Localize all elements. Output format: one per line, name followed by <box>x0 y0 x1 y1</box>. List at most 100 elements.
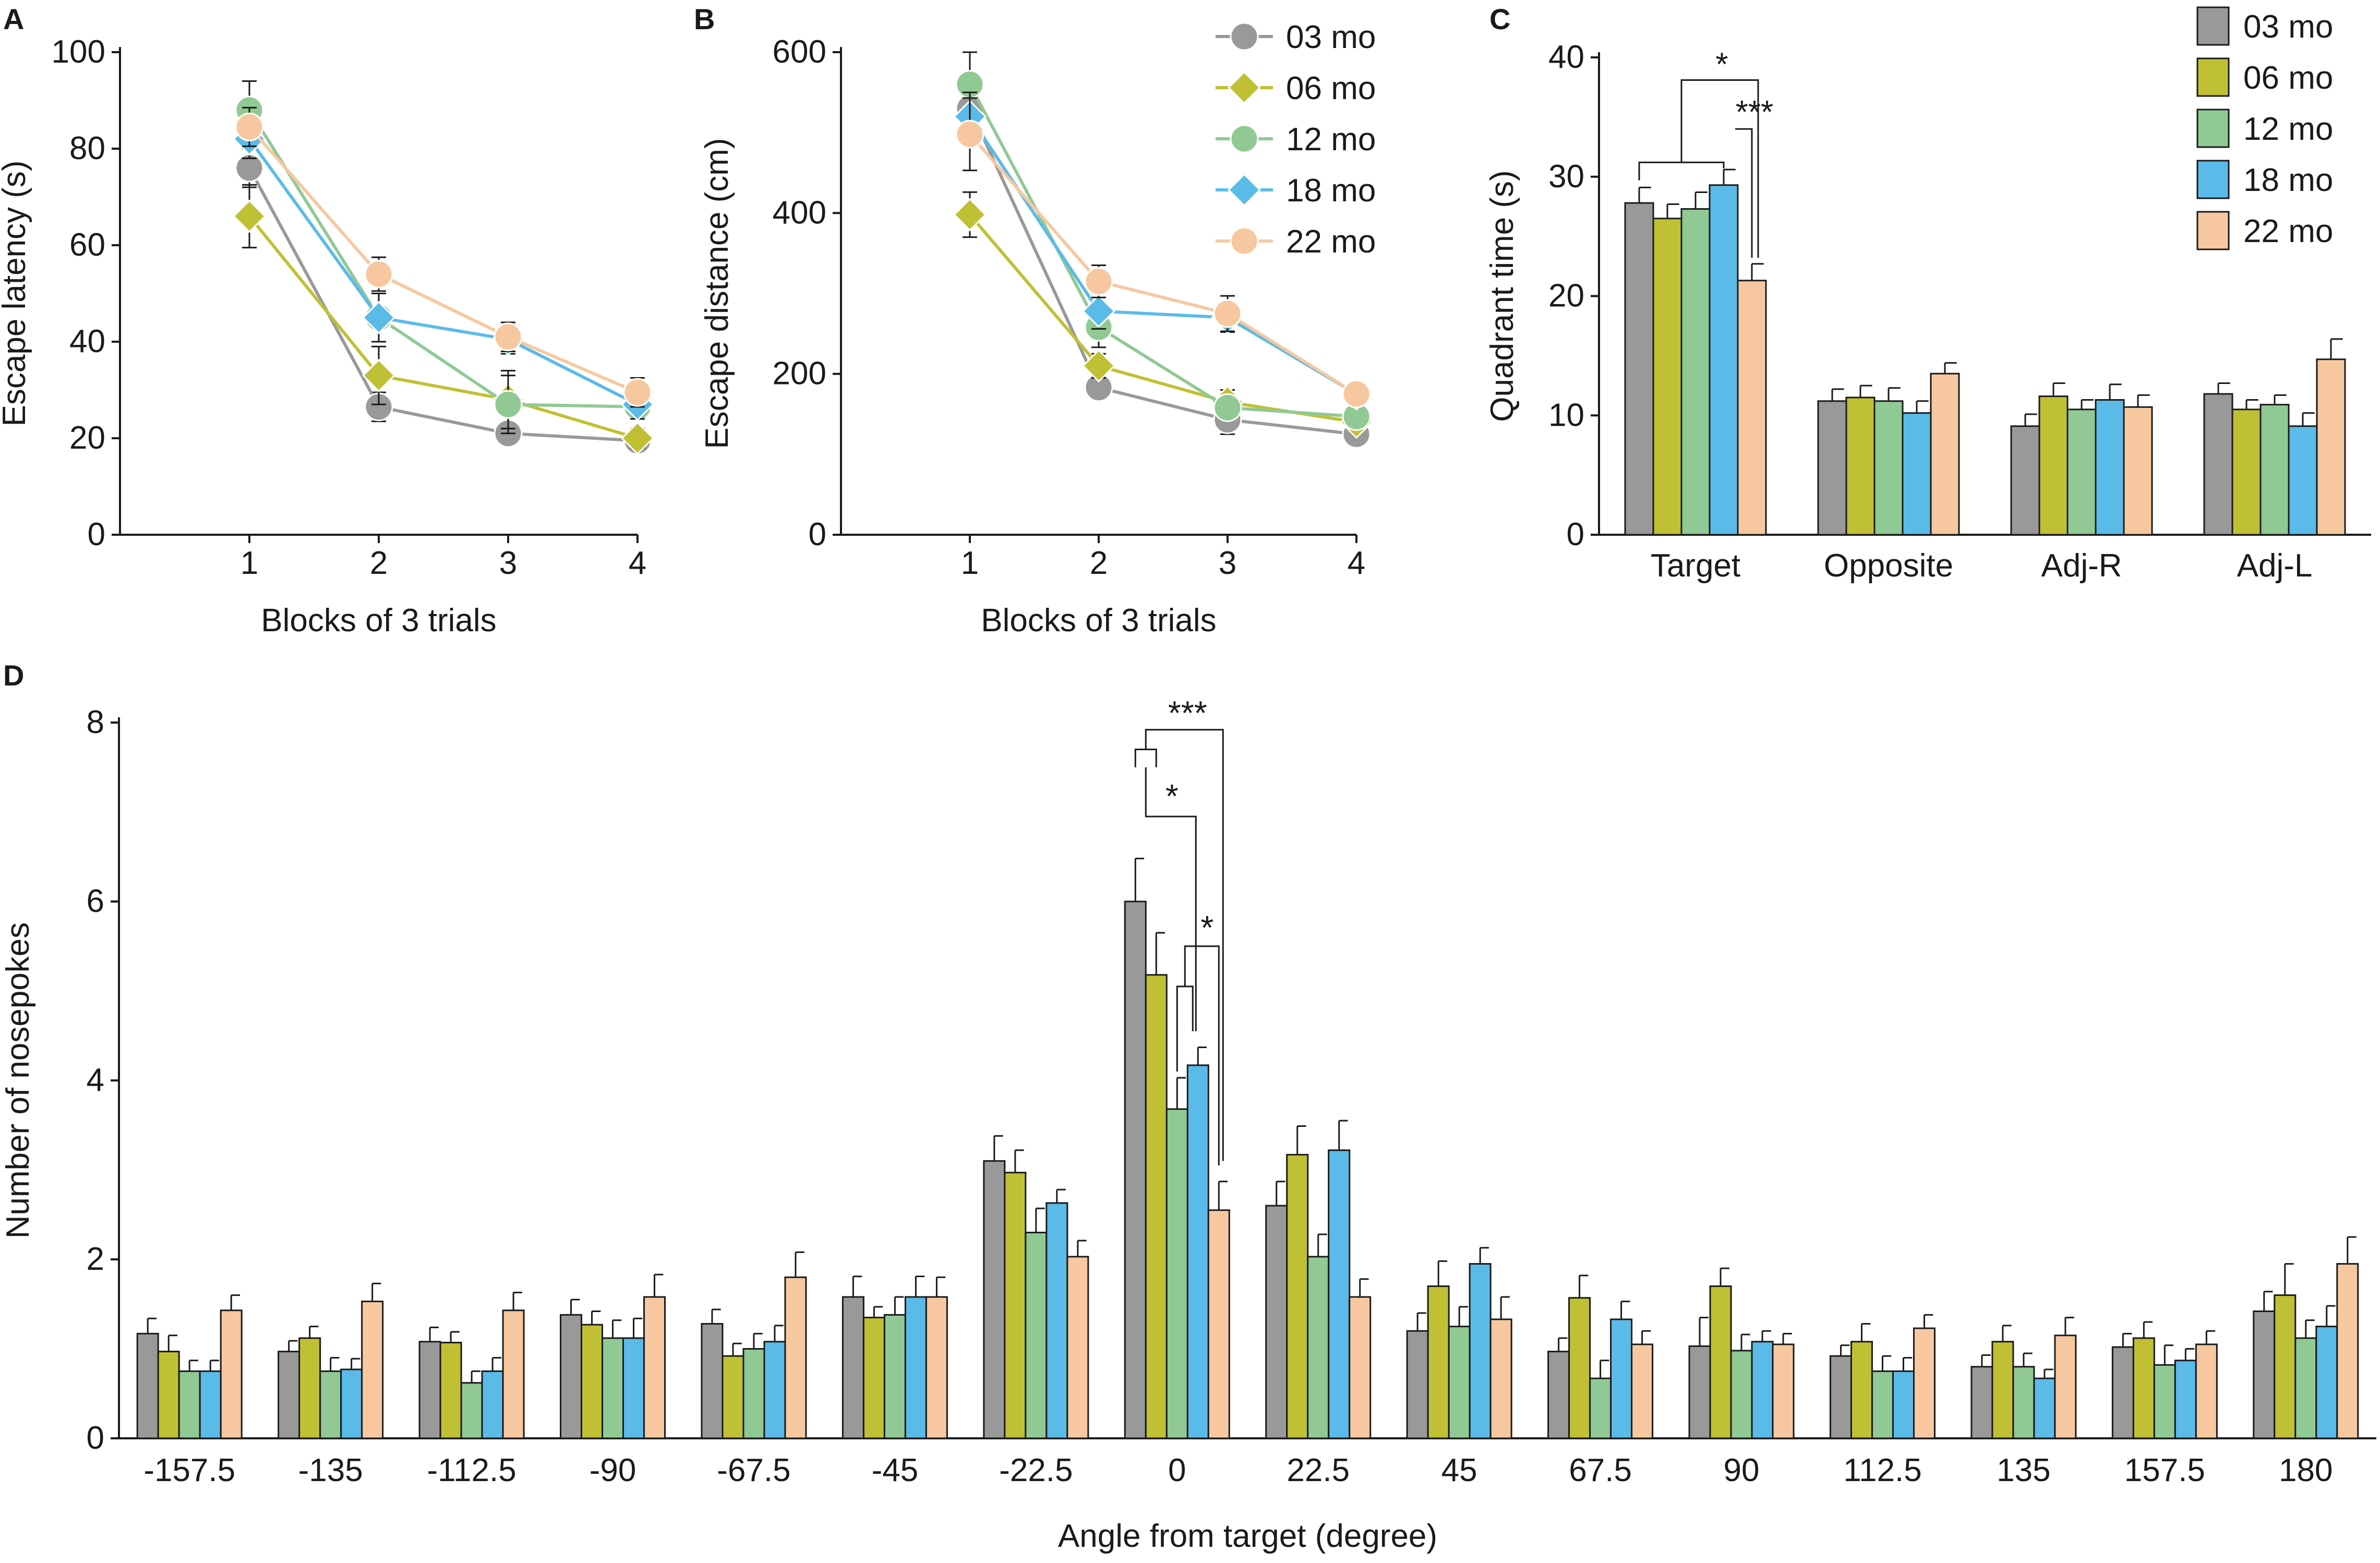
bar-90-06-mo <box>581 1324 604 1439</box>
legend-label-12-mo: 12 mo <box>2243 111 2333 147</box>
bar-135-03-mo <box>278 1351 300 1439</box>
bar-adj-l-03-mo <box>2203 393 2233 536</box>
legend-marker-22-mo <box>1230 226 1259 256</box>
bar-112-5-12-mo <box>1871 1370 1894 1439</box>
bar-112-5-22-mo <box>1913 1327 1936 1439</box>
bar-157-5-22-mo <box>220 1309 243 1439</box>
panel-d-nosepokes: 0 2 4 6 8 Number of nosepokes Angle from targe… <box>0 694 2376 1554</box>
x-tick-label-1: 1 <box>241 545 258 581</box>
x-tick-label-0: 0 <box>1168 1452 1186 1488</box>
x-tick-label-3: 3 <box>499 545 517 581</box>
x-axis-title: Angle from target (degree) <box>1058 1518 1437 1554</box>
legend-label-06-mo: 06 mo <box>2243 60 2333 96</box>
bar-adj-l-22-mo <box>2316 358 2346 536</box>
series-line-18-mo <box>248 138 639 406</box>
bar-45-22-mo <box>925 1296 948 1439</box>
bar-180-03-mo <box>2253 1310 2276 1439</box>
bar-45-06-mo <box>1427 1285 1450 1439</box>
y-tick-label-2: 2 <box>87 1241 104 1277</box>
bar-157-5-12-mo <box>2153 1364 2176 1439</box>
bar-0-22-mo <box>1207 1209 1230 1439</box>
x-tick-label-4: 4 <box>629 545 646 581</box>
legend-label-18-mo: 18 mo <box>1286 173 1376 209</box>
bar-22-5-06-mo <box>1004 1172 1027 1439</box>
data-point-06-mo-4 <box>620 421 655 455</box>
data-point-12-mo-3 <box>1213 393 1242 422</box>
series-22-mo <box>955 97 1371 408</box>
bar-157-5-22-mo <box>2195 1343 2218 1439</box>
bar-22-5-18-mo <box>1045 1202 1068 1439</box>
bar-90-12-mo <box>602 1337 624 1439</box>
bar-67-5-22-mo <box>784 1276 807 1439</box>
x-tick-label-90: 90 <box>1724 1452 1760 1488</box>
data-point-22-mo-3 <box>494 322 523 352</box>
significance-bracket-star-d2 <box>1184 945 1220 1165</box>
significance-bracket-triple-star-d <box>1145 729 1224 1161</box>
bar-45-03-mo <box>1406 1330 1429 1439</box>
bar-target-03-mo <box>1624 202 1654 536</box>
bar-67-5-12-mo <box>742 1348 765 1439</box>
y-tick-label-200: 200 <box>773 356 826 392</box>
bar-0-12-mo <box>1165 1108 1188 1439</box>
x-tick-label-45: -45 <box>872 1452 919 1488</box>
bar-135-06-mo <box>298 1337 321 1439</box>
panel-label-c: C <box>1489 3 1510 35</box>
series-18-mo <box>232 119 655 422</box>
legend-marker-03-mo <box>1230 22 1259 51</box>
bar-112-5-06-mo <box>439 1341 462 1439</box>
bar-45-06-mo <box>862 1316 885 1439</box>
legend-label-22-mo: 22 mo <box>2243 213 2333 249</box>
series-line-22-mo <box>968 133 1357 395</box>
bar-67-5-06-mo <box>722 1355 744 1439</box>
legend-marker-06-mo <box>1227 70 1261 105</box>
bar-135-18-mo <box>2033 1377 2056 1439</box>
bar-adj-r-03-mo <box>2010 425 2040 536</box>
legend-swatch-22-mo <box>2196 211 2230 250</box>
x-tick-label-67-5: -67.5 <box>717 1452 790 1488</box>
bar-90-12-mo <box>1730 1350 1753 1439</box>
x-tick-label-90: -90 <box>590 1452 636 1488</box>
data-point-18-mo-2 <box>362 300 396 334</box>
y-axis-title: Escape distance (cm) <box>699 138 735 449</box>
data-point-22-mo-4 <box>1342 379 1371 408</box>
series-06-mo <box>232 184 655 455</box>
bar-90-03-mo <box>1688 1345 1711 1439</box>
bar-22-5-18-mo <box>1328 1149 1351 1439</box>
bar-opposite-03-mo <box>1817 400 1847 536</box>
x-tick-label-180: 180 <box>2279 1452 2333 1488</box>
y-axis-title: Number of nosepokes <box>0 922 36 1239</box>
bar-135-03-mo <box>1970 1366 1993 1439</box>
bar-67-5-22-mo <box>1631 1343 1654 1439</box>
bar-45-12-mo <box>1448 1326 1471 1439</box>
bar-45-12-mo <box>883 1314 906 1439</box>
bar-adj-r-18-mo <box>2095 399 2125 536</box>
series-line-12-mo <box>248 109 638 408</box>
data-point-22-mo-1 <box>235 112 264 141</box>
bar-90-22-mo <box>1772 1343 1795 1439</box>
y-tick-label-20: 20 <box>1548 278 1584 314</box>
bar-112-5-18-mo <box>481 1370 504 1439</box>
bar-45-22-mo <box>1489 1318 1512 1439</box>
y-tick-label-10: 10 <box>1548 397 1584 433</box>
data-point-06-mo-2 <box>1081 349 1116 383</box>
y-tick-label-400: 400 <box>773 195 826 231</box>
series-22-mo <box>235 106 652 408</box>
x-axis-title: Blocks of 3 trials <box>981 603 1216 639</box>
y-tick-label-40: 40 <box>69 323 105 359</box>
x-tick-label-2: 2 <box>1090 545 1108 581</box>
x-tick-label-adj-l: Adj-L <box>2237 548 2313 584</box>
bar-135-12-mo <box>2012 1366 2035 1439</box>
significance-bracket-star-d <box>1145 767 1197 1031</box>
series-line-18-mo <box>968 115 1357 395</box>
bar-90-06-mo <box>1709 1285 1732 1439</box>
y-tick-label-8: 8 <box>87 704 104 740</box>
significance-bracket-inner-d2 <box>1176 985 1194 1072</box>
series-line-03-mo <box>248 167 638 442</box>
y-axis-title: Quadrant time (s) <box>1484 170 1520 422</box>
legend-label-03-mo: 03 mo <box>2243 9 2333 45</box>
x-tick-label-22-5: -22.5 <box>999 1452 1073 1488</box>
bar-157-5-03-mo <box>2111 1346 2134 1439</box>
bar-135-22-mo <box>361 1301 384 1439</box>
y-tick-label-6: 6 <box>87 883 104 919</box>
bar-157-5-12-mo <box>178 1370 201 1439</box>
